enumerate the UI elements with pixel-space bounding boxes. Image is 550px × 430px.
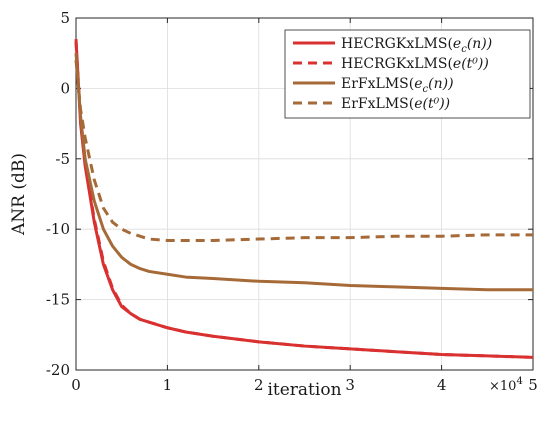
x-tick-label: 1 [163,376,173,394]
plot-frame [75,17,534,371]
y-tick-label: -10 [46,220,70,238]
y-tick-label: -20 [46,361,70,379]
x-tick-label: 0 [71,376,81,394]
y-tick-label: 5 [60,9,70,27]
series-line-4 [74,60,533,242]
x-axis-label: iteration [267,380,341,400]
x-tick-label: 4 [437,376,447,394]
legend-label-3: ErFxLMS(ec(n)) [341,76,454,95]
series-line-3 [74,53,533,292]
series-line-2 [74,41,534,359]
x-axis-multiplier: ×104 [489,376,523,394]
x-multiplier-exponent: 4 [516,376,522,387]
y-tick-label: -15 [46,291,70,309]
series-layer [74,39,534,359]
legend-label-2: HECRGKxLMS(e(t⁰)) [341,56,489,72]
legend-label-1: HECRGKxLMS(ec(n)) [341,36,492,55]
y-axis-label: ANR (dB) [9,153,29,236]
legend: HECRGKxLMS(ec(n))HECRGKxLMS(e(t⁰)) ErFxLM… [284,29,531,119]
x-multiplier-base: ×10 [489,379,516,394]
axes: 0 1 2 3 4 5-20-15-10-505 [46,9,538,394]
x-tick-label: 3 [345,376,355,394]
y-tick-label: -5 [55,150,70,168]
y-tick-label: 0 [60,79,70,97]
x-tick-label: 2 [254,376,264,394]
x-tick-label: 5 [528,376,538,394]
legend-label-4: ErFxLMS(e(t⁰)) [341,96,450,112]
